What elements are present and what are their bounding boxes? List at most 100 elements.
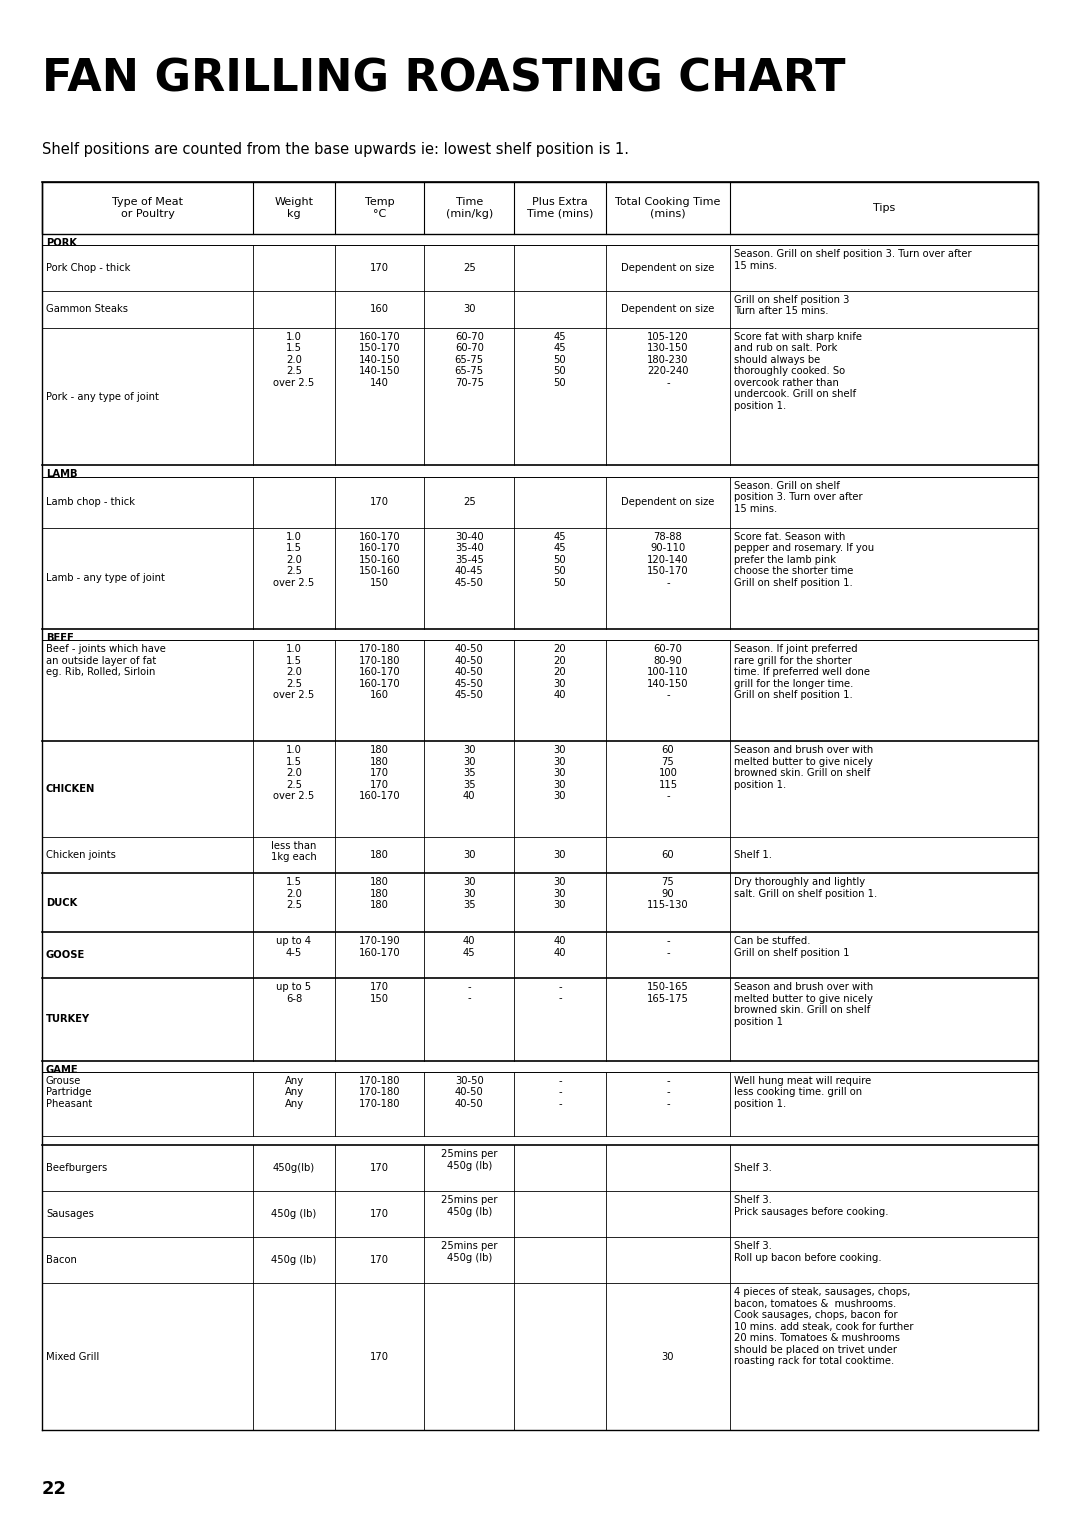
Text: 150-170: 150-170 xyxy=(359,343,401,354)
Text: 30: 30 xyxy=(463,890,475,899)
Text: Pheasant: Pheasant xyxy=(46,1099,92,1108)
Text: 40-50: 40-50 xyxy=(455,1099,484,1108)
Text: browned skin. Grill on shelf: browned skin. Grill on shelf xyxy=(734,768,870,779)
Text: 30: 30 xyxy=(554,850,566,861)
Text: Season. If joint preferred: Season. If joint preferred xyxy=(734,644,858,654)
Bar xyxy=(42,182,1038,234)
Text: CHICKEN: CHICKEN xyxy=(46,783,95,794)
Text: 4-5: 4-5 xyxy=(286,947,302,958)
Text: 170-180: 170-180 xyxy=(359,644,401,654)
Text: Beef - joints which have: Beef - joints which have xyxy=(46,644,166,654)
Text: Shelf positions are counted from the base upwards ie: lowest shelf position is 1: Shelf positions are counted from the bas… xyxy=(42,143,629,156)
Text: Chicken joints: Chicken joints xyxy=(46,850,116,861)
Text: 60-70: 60-70 xyxy=(653,644,683,654)
Text: Dependent on size: Dependent on size xyxy=(621,304,715,314)
Text: 450g (lb): 450g (lb) xyxy=(271,1210,316,1219)
Text: -: - xyxy=(666,378,670,387)
Text: 170: 170 xyxy=(370,498,389,507)
Text: Any: Any xyxy=(284,1087,303,1098)
Text: 50: 50 xyxy=(554,578,566,587)
Text: up to 5: up to 5 xyxy=(276,982,311,993)
Text: eg. Rib, Rolled, Sirloin: eg. Rib, Rolled, Sirloin xyxy=(46,666,156,677)
Text: 2.0: 2.0 xyxy=(286,355,302,364)
Text: -: - xyxy=(558,1076,562,1085)
Text: 170: 170 xyxy=(370,1351,389,1362)
Text: Score fat. Season with: Score fat. Season with xyxy=(734,531,846,542)
Text: 30: 30 xyxy=(554,890,566,899)
Text: 1.0: 1.0 xyxy=(286,332,302,342)
Text: 160-170: 160-170 xyxy=(359,666,401,677)
Text: 35-40: 35-40 xyxy=(455,543,484,554)
Text: 35: 35 xyxy=(463,780,475,789)
Text: 78-88: 78-88 xyxy=(653,531,683,542)
Text: 120-140: 120-140 xyxy=(647,556,689,565)
Text: Shelf 1.: Shelf 1. xyxy=(734,850,772,861)
Text: 30: 30 xyxy=(554,768,566,779)
Text: Time
(min/kg): Time (min/kg) xyxy=(446,197,492,219)
Text: 180: 180 xyxy=(370,756,389,767)
Text: 15 mins.: 15 mins. xyxy=(734,261,778,270)
Text: 1.0: 1.0 xyxy=(286,531,302,542)
Text: 165-175: 165-175 xyxy=(647,994,689,1003)
Text: 1.5: 1.5 xyxy=(286,877,302,888)
Text: Well hung meat will require: Well hung meat will require xyxy=(734,1076,872,1085)
Text: 30: 30 xyxy=(554,679,566,689)
Text: 450g(lb): 450g(lb) xyxy=(273,1163,315,1173)
Text: bacon, tomatoes &  mushrooms.: bacon, tomatoes & mushrooms. xyxy=(734,1298,896,1309)
Text: undercook. Grill on shelf: undercook. Grill on shelf xyxy=(734,389,856,399)
Text: 50: 50 xyxy=(554,378,566,387)
Text: PORK: PORK xyxy=(46,238,77,247)
Text: Lamb chop - thick: Lamb chop - thick xyxy=(46,498,135,507)
Text: 30-50: 30-50 xyxy=(455,1076,484,1085)
Text: 30: 30 xyxy=(463,304,475,314)
Text: Grouse: Grouse xyxy=(46,1076,81,1085)
Text: Shelf 3.: Shelf 3. xyxy=(734,1242,772,1251)
Text: 50: 50 xyxy=(554,556,566,565)
Text: position 1.: position 1. xyxy=(734,780,786,789)
Text: over 2.5: over 2.5 xyxy=(273,578,314,587)
Text: 2.0: 2.0 xyxy=(286,768,302,779)
Text: 40-50: 40-50 xyxy=(455,666,484,677)
Text: 100-110: 100-110 xyxy=(647,666,689,677)
Text: 40: 40 xyxy=(463,937,475,946)
Text: grill for the longer time.: grill for the longer time. xyxy=(734,679,853,689)
Text: 170: 170 xyxy=(370,263,389,273)
Text: 180: 180 xyxy=(370,745,389,754)
Text: 45-50: 45-50 xyxy=(455,578,484,587)
Text: -: - xyxy=(666,1076,670,1085)
Text: 105-120: 105-120 xyxy=(647,332,689,342)
Text: 60: 60 xyxy=(662,850,674,861)
Text: -: - xyxy=(666,691,670,700)
Text: Beefburgers: Beefburgers xyxy=(46,1163,107,1173)
Text: Score fat with sharp knife: Score fat with sharp knife xyxy=(734,332,862,342)
Text: 75: 75 xyxy=(662,756,674,767)
Text: 170: 170 xyxy=(370,1210,389,1219)
Text: 140-150: 140-150 xyxy=(359,355,401,364)
Text: Tips: Tips xyxy=(873,203,895,213)
Text: 140: 140 xyxy=(370,378,389,387)
Text: 30: 30 xyxy=(554,877,566,888)
Text: position 1.: position 1. xyxy=(734,401,786,411)
Text: 2.5: 2.5 xyxy=(286,900,302,911)
Text: -: - xyxy=(666,791,670,802)
Text: 35: 35 xyxy=(463,768,475,779)
Text: position 1.: position 1. xyxy=(734,1099,786,1108)
Text: 22: 22 xyxy=(42,1480,67,1498)
Text: 75: 75 xyxy=(662,877,674,888)
Text: Can be stuffed.: Can be stuffed. xyxy=(734,937,811,946)
Text: -: - xyxy=(558,1087,562,1098)
Text: 130-150: 130-150 xyxy=(647,343,689,354)
Text: 60: 60 xyxy=(662,745,674,754)
Text: -: - xyxy=(468,994,471,1003)
Text: position 3. Turn over after: position 3. Turn over after xyxy=(734,492,863,502)
Text: 40: 40 xyxy=(554,691,566,700)
Text: GOOSE: GOOSE xyxy=(46,950,85,959)
Text: 1.0: 1.0 xyxy=(286,745,302,754)
Text: 45: 45 xyxy=(554,343,566,354)
Text: 1.5: 1.5 xyxy=(286,756,302,767)
Text: 150-160: 150-160 xyxy=(359,566,401,577)
Text: 2.5: 2.5 xyxy=(286,366,302,376)
Text: 2.5: 2.5 xyxy=(286,679,302,689)
Text: 30: 30 xyxy=(554,780,566,789)
Text: Dependent on size: Dependent on size xyxy=(621,498,715,507)
